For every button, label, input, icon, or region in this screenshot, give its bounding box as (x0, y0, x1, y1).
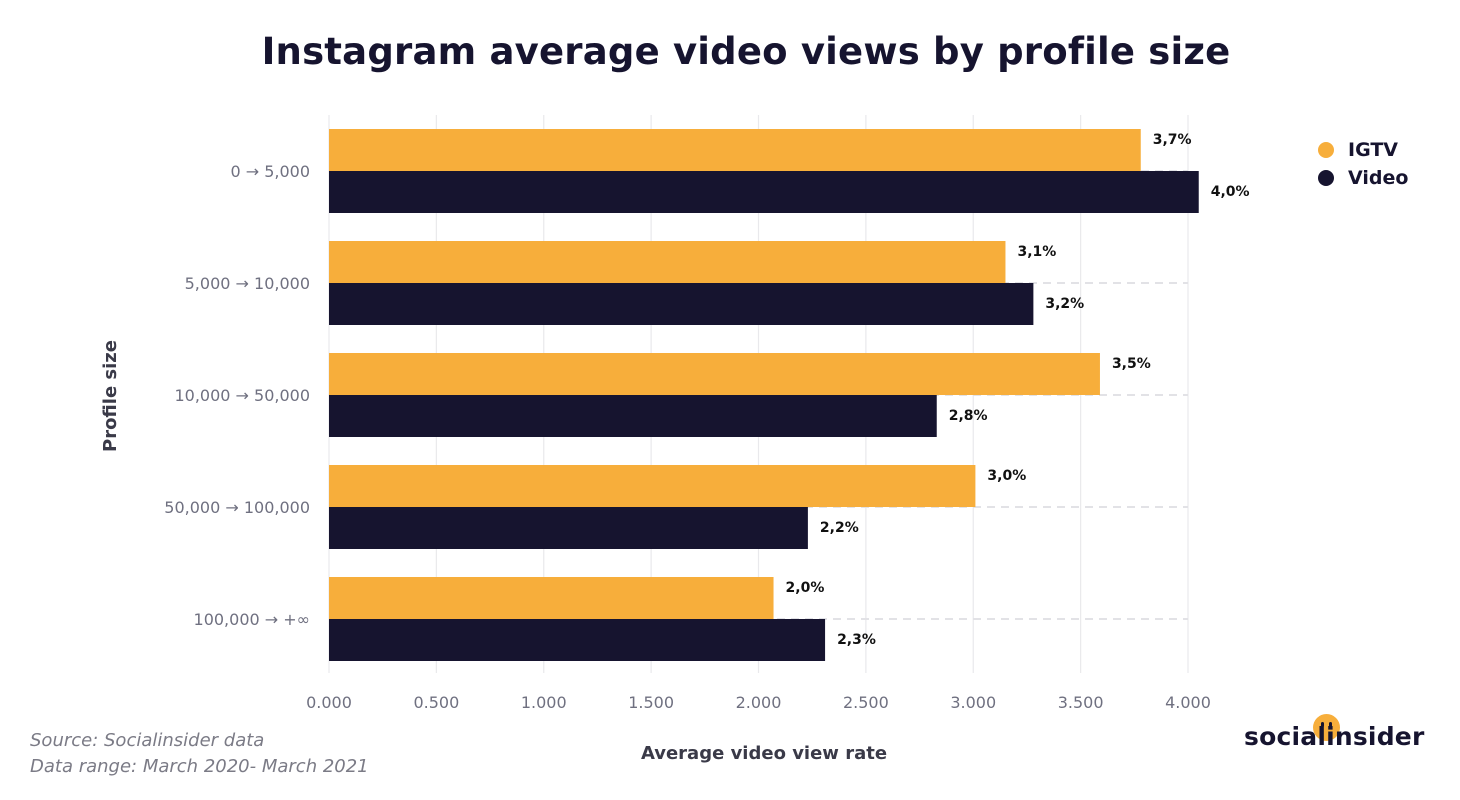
x-tick-label: 2.500 (843, 693, 889, 712)
data-label: 2,2% (820, 520, 859, 536)
bars (329, 129, 1199, 661)
legend-item-igtv: IGTV (1318, 136, 1408, 164)
data-label: 3,1% (1017, 244, 1056, 260)
x-tick-label: 2.000 (736, 693, 782, 712)
legend-dot-icon (1318, 142, 1334, 158)
legend-item-video: Video (1318, 164, 1408, 192)
category-label: 50,000 → 100,000 (164, 498, 310, 517)
bar-video (329, 283, 1034, 325)
data-labels: 3,7% 4,0% 3,1% 3,2% 3,5% 2,8% 3,0% 2,2% 2,0% 2,3% (786, 132, 1250, 648)
data-label: 4,0% (1211, 184, 1250, 200)
x-tick-label: 1.000 (521, 693, 567, 712)
brand-logo-dot-icon (1313, 714, 1340, 741)
bar-igtv (329, 577, 774, 619)
data-label: 2,0% (786, 580, 825, 596)
x-tick-label: 4.000 (1165, 693, 1211, 712)
x-tick-label: 3.500 (1058, 693, 1104, 712)
brand-logo: socialinsider (1244, 722, 1425, 751)
data-label: 3,2% (1045, 296, 1084, 312)
bar-igtv (329, 241, 1006, 283)
source-note: Source: Socialinsider data Data range: M… (30, 728, 369, 780)
legend-label: IGTV (1348, 139, 1398, 161)
category-labels: 0 → 5,000 5,000 → 10,000 10,000 → 50,000 50… (164, 162, 310, 629)
data-label: 2,3% (837, 632, 876, 648)
source-text: Source: Socialinsider data (30, 730, 265, 751)
legend-label: Video (1348, 167, 1409, 189)
data-label: 2,8% (949, 408, 988, 424)
bar-igtv (329, 353, 1100, 395)
brand-logo-eyes-icon (1321, 722, 1333, 727)
data-label: 3,0% (987, 468, 1026, 484)
date-range-text: Data range: March 2020- March 2021 (30, 756, 369, 777)
category-label: 10,000 → 50,000 (174, 386, 310, 405)
data-label: 3,7% (1153, 132, 1192, 148)
x-tick-labels: 0.000 0.500 1.000 1.500 2.000 2.500 3.000 3.500… (306, 693, 1211, 712)
bar-video (329, 395, 937, 437)
x-tick-label: 0.500 (413, 693, 459, 712)
legend-dot-icon (1318, 170, 1334, 186)
bar-video (329, 619, 826, 661)
data-label: 3,5% (1112, 356, 1151, 372)
legend: IGTV Video (1318, 136, 1408, 192)
x-tick-label: 0.000 (306, 693, 352, 712)
category-label: 5,000 → 10,000 (185, 274, 310, 293)
category-label: 0 → 5,000 (230, 162, 310, 181)
category-label: 100,000 → +∞ (194, 610, 310, 629)
x-tick-label: 3.000 (950, 693, 996, 712)
bar-video (329, 507, 808, 549)
y-axis-title: Profile size (100, 340, 121, 452)
x-axis-title: Average video view rate (641, 743, 887, 764)
x-tick-label: 1.500 (628, 693, 674, 712)
bar-igtv (329, 465, 976, 507)
bar-igtv (329, 129, 1141, 171)
bar-video (329, 171, 1199, 213)
chart-title: Instagram average video views by profile… (261, 30, 1231, 73)
